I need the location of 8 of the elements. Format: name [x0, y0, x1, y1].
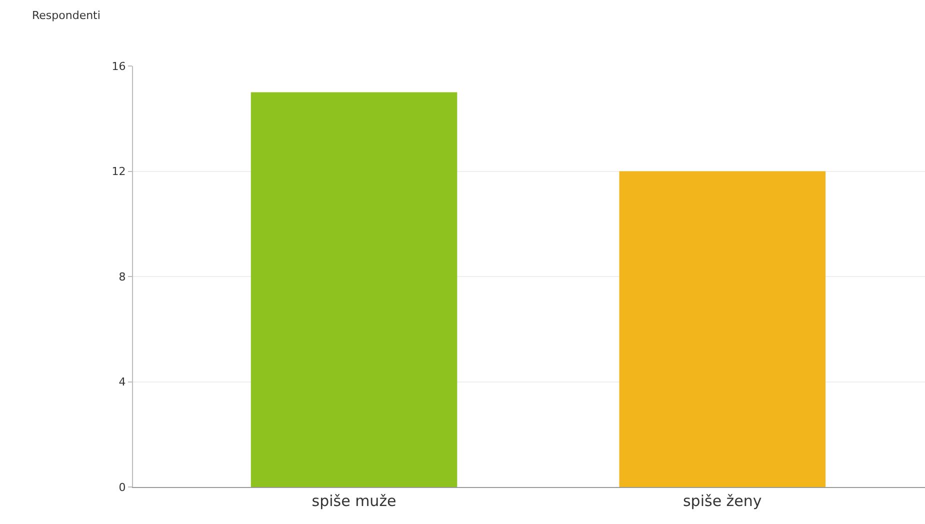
x-tick-label: spiše muže [312, 492, 396, 510]
y-tick-label: 8 [118, 270, 126, 284]
y-tick-label: 12 [112, 165, 126, 178]
y-tick-label: 4 [118, 376, 126, 389]
x-tick-label: spiše ženy [682, 492, 762, 510]
y-axis-title: Respondenti [32, 9, 100, 22]
y-tick-label: 16 [112, 60, 126, 73]
y-tick-label: 0 [118, 480, 126, 494]
